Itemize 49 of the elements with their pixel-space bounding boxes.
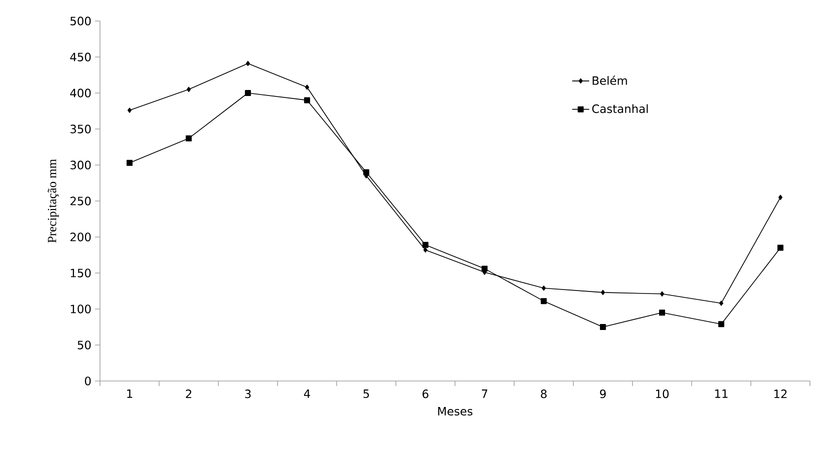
point <box>778 194 782 200</box>
point <box>363 169 370 176</box>
y-tick-label: 150 <box>70 268 91 278</box>
point <box>126 160 133 166</box>
point <box>305 84 310 90</box>
legend-label: Castanhal <box>592 104 648 114</box>
x-tick-label: 12 <box>774 390 787 398</box>
point <box>244 90 251 96</box>
point <box>186 135 192 142</box>
point <box>600 290 605 296</box>
x-tick-label: 4 <box>304 390 310 398</box>
y-tick-label: 200 <box>70 232 91 242</box>
y-tick-label: 450 <box>70 52 91 62</box>
point <box>304 97 310 104</box>
point <box>600 324 606 330</box>
point <box>423 247 428 253</box>
point <box>186 86 191 92</box>
x-tick-label: 11 <box>715 390 728 398</box>
point <box>659 310 666 316</box>
x-tick-label: 7 <box>482 390 488 398</box>
point <box>482 266 488 272</box>
x-tick-label: 9 <box>600 390 606 398</box>
point <box>660 291 664 296</box>
y-tick-label: 100 <box>70 304 91 314</box>
x-axis-title: Meses <box>438 407 472 416</box>
x-tick-label: 10 <box>656 390 669 398</box>
y-tick-label: 500 <box>70 16 91 26</box>
point <box>422 242 428 248</box>
point <box>777 244 784 251</box>
y-tick-label: 0 <box>84 376 91 386</box>
point <box>719 300 724 306</box>
y-tick-label: 300 <box>70 160 91 170</box>
point <box>542 286 546 291</box>
x-tick-label: 1 <box>127 390 132 398</box>
point <box>718 321 724 328</box>
x-tick-label: 2 <box>186 390 192 398</box>
point <box>246 60 250 66</box>
x-tick-label: 3 <box>245 390 251 398</box>
y-tick-label: 50 <box>78 340 91 350</box>
legend-label: Belém <box>592 76 627 85</box>
y-axis-title: Precipitação mm <box>48 159 59 243</box>
point <box>128 108 132 113</box>
point <box>540 298 547 304</box>
y-tick-label: 350 <box>70 124 91 134</box>
y-tick-label: 250 <box>70 196 91 206</box>
x-tick-label: 5 <box>364 390 369 398</box>
x-tick-label: 8 <box>540 390 547 398</box>
x-tick-label: 6 <box>422 390 428 398</box>
y-tick-label: 400 <box>70 88 91 98</box>
